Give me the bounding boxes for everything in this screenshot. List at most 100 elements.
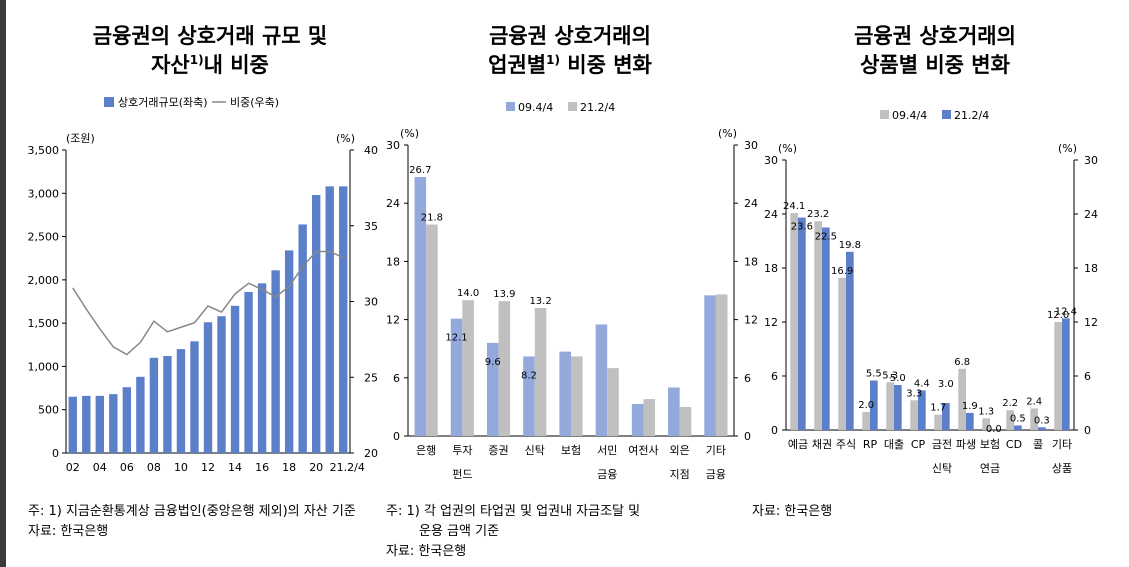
bar-21.2/4 <box>643 399 656 436</box>
right-tick-label: 40 <box>364 144 378 157</box>
bar-09.4/4 <box>595 324 608 436</box>
right-tick-label: 20 <box>364 447 378 460</box>
bar-21.2/4 <box>894 385 902 430</box>
bar-09.4/4 <box>814 221 822 430</box>
right-tick-label: 18 <box>744 255 758 268</box>
x-tick-label: 대출 <box>884 438 904 451</box>
bar-volume <box>176 349 186 453</box>
chart1-notes: 주: 1) 지금순환통계상 금융법인(중앙은행 제외)의 자산 기준 자료: 한… <box>28 502 356 542</box>
bar-21.2/4 <box>870 380 878 430</box>
right-tick-label: 35 <box>364 220 378 233</box>
data-label: 5.5 <box>866 369 882 380</box>
bar-21.2/4 <box>715 294 728 436</box>
x-tick-label: 14 <box>228 461 242 474</box>
chart1-note-1: 주: 1) 지금순환통계상 금융법인(중앙은행 제외)의 자산 기준 <box>28 504 356 519</box>
bar-volume <box>244 291 253 453</box>
x-tick-label: 신탁 <box>932 462 952 475</box>
left-tick-label: 6 <box>393 372 400 385</box>
data-label: 12.4 <box>1055 306 1077 317</box>
chart2-title-line2: 업권별1) 비중 변화 <box>410 51 730 80</box>
bar-21.2/4 <box>571 356 583 436</box>
left-tick-label: 1,000 <box>28 360 60 373</box>
legend-label-bar: 상호거래규모(좌축) <box>118 96 208 109</box>
right-tick-label: 30 <box>1084 154 1098 167</box>
left-tick-label: 3,000 <box>28 187 60 200</box>
bar-09.4/4 <box>958 368 966 430</box>
data-label: 6.8 <box>954 357 970 368</box>
data-label: 14.0 <box>457 288 479 299</box>
legend-swatch <box>942 110 951 119</box>
legend-label: 09.4/4 <box>518 101 553 114</box>
bar-09.4/4 <box>886 382 894 430</box>
bar-volume <box>82 395 91 453</box>
bar-volume <box>217 316 226 453</box>
bar-09.4/4 <box>790 213 798 430</box>
right-tick-label: 24 <box>1084 208 1098 221</box>
bar-volume <box>136 376 145 453</box>
data-label: 12.0 <box>1047 310 1069 321</box>
data-label: 23.2 <box>807 209 829 220</box>
data-label: 0.3 <box>1034 415 1050 426</box>
bar-volume <box>190 341 199 453</box>
data-label: 21.8 <box>421 213 443 224</box>
right-axis-unit: (%) <box>1058 142 1077 155</box>
bar-21.2/4 <box>966 412 974 430</box>
bar-21.2/4 <box>918 390 926 430</box>
x-tick-label: 10 <box>174 461 188 474</box>
legend-swatch-bar <box>104 97 114 107</box>
left-tick-label: 30 <box>386 139 400 152</box>
x-tick-label: 06 <box>120 461 134 474</box>
bar-09.4/4 <box>631 403 644 436</box>
x-tick-label: 기타 <box>1052 438 1072 451</box>
chart1-title-line2-tail: 내 비중 <box>203 53 269 77</box>
x-tick-label: 16 <box>255 461 269 474</box>
x-tick-label: 지점 <box>670 468 690 481</box>
data-label: 22.5 <box>815 232 837 243</box>
right-tick-label: 25 <box>364 371 378 384</box>
left-tick-label: 18 <box>764 262 778 275</box>
data-label: 2.2 <box>1002 398 1018 409</box>
x-tick-label: 은행 <box>416 444 436 457</box>
bar-volume <box>95 395 105 453</box>
chart2-title: 금융권 상호거래의 업권별1) 비중 변화 <box>410 22 730 80</box>
bar-09.4/4 <box>1006 410 1014 430</box>
data-label: 4.4 <box>914 378 930 389</box>
chart1-source: 자료: 한국은행 <box>28 524 109 539</box>
right-tick-label: 6 <box>744 372 751 385</box>
chart2-note-1-cont: 운용 금액 기준 <box>419 524 500 539</box>
bar-21.2/4 <box>798 217 806 430</box>
chart1-title-sup: 1) <box>189 53 204 67</box>
x-tick-label: 예금 <box>788 438 808 451</box>
x-tick-label: 서민 <box>597 444 617 457</box>
chart2-notes: 주: 1) 각 업권의 타업권 및 업권내 자금조달 및 운용 금액 기준 자료… <box>386 502 640 562</box>
chart3-title: 금융권 상호거래의 상품별 비중 변화 <box>780 22 1090 80</box>
chart2-title-sup: 1) <box>546 53 560 67</box>
x-tick-label: 보험 <box>561 444 581 457</box>
chart1-title-line1: 금융권의 상호거래 규모 및 <box>92 24 328 48</box>
left-tick-label: 0 <box>52 447 59 460</box>
bar-09.4/4 <box>668 387 680 436</box>
bar-volume <box>257 283 267 453</box>
chart2-source: 자료: 한국은행 <box>386 544 467 559</box>
bar-21.2/4 <box>846 251 854 430</box>
chart3-title-line2: 상품별 비중 변화 <box>860 53 1010 77</box>
bar-21.2/4 <box>607 368 619 436</box>
x-tick-label: 금전 <box>932 438 952 451</box>
x-tick-label: CP <box>911 438 926 451</box>
bar-volume <box>122 387 132 453</box>
chart1: 상호거래규모(좌축) 비중(우축) (조원) (%) 0 500 1,000 1,500 2,0… <box>28 96 379 474</box>
x-tick-label: 연금 <box>980 462 1000 475</box>
line-share <box>72 250 344 356</box>
right-tick-label: 30 <box>364 296 378 309</box>
left-tick-label: 12 <box>764 316 778 329</box>
bar-09.4/4 <box>704 295 716 436</box>
chart3-notes: 자료: 한국은행 <box>752 502 832 522</box>
data-label: 19.8 <box>839 240 861 251</box>
bar-21.2/4 <box>1062 318 1070 430</box>
left-axis-unit: (%) <box>778 142 797 155</box>
bar-09.4/4 <box>862 412 870 430</box>
right-axis-unit: (%) <box>718 127 737 140</box>
chart3-source: 자료: 한국은행 <box>752 504 833 519</box>
bar-09.4/4 <box>982 418 990 430</box>
